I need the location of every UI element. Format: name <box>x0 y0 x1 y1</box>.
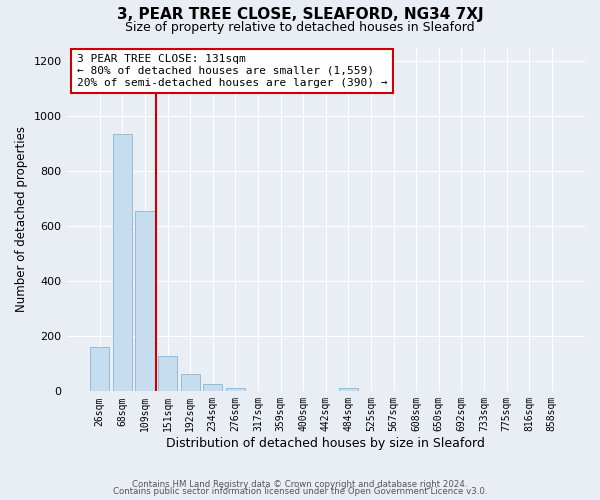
Bar <box>90 348 109 392</box>
Bar <box>226 388 245 392</box>
Bar <box>339 388 358 392</box>
Text: 3, PEAR TREE CLOSE, SLEAFORD, NG34 7XJ: 3, PEAR TREE CLOSE, SLEAFORD, NG34 7XJ <box>116 8 484 22</box>
Bar <box>136 211 155 392</box>
Text: 3 PEAR TREE CLOSE: 131sqm
← 80% of detached houses are smaller (1,559)
20% of se: 3 PEAR TREE CLOSE: 131sqm ← 80% of detac… <box>77 54 388 88</box>
Bar <box>113 134 132 392</box>
Bar <box>181 374 200 392</box>
Bar <box>158 356 177 392</box>
Text: Contains HM Land Registry data © Crown copyright and database right 2024.: Contains HM Land Registry data © Crown c… <box>132 480 468 489</box>
Text: Contains public sector information licensed under the Open Government Licence v3: Contains public sector information licen… <box>113 487 487 496</box>
Y-axis label: Number of detached properties: Number of detached properties <box>15 126 28 312</box>
Bar <box>203 384 223 392</box>
X-axis label: Distribution of detached houses by size in Sleaford: Distribution of detached houses by size … <box>166 437 485 450</box>
Text: Size of property relative to detached houses in Sleaford: Size of property relative to detached ho… <box>125 21 475 34</box>
